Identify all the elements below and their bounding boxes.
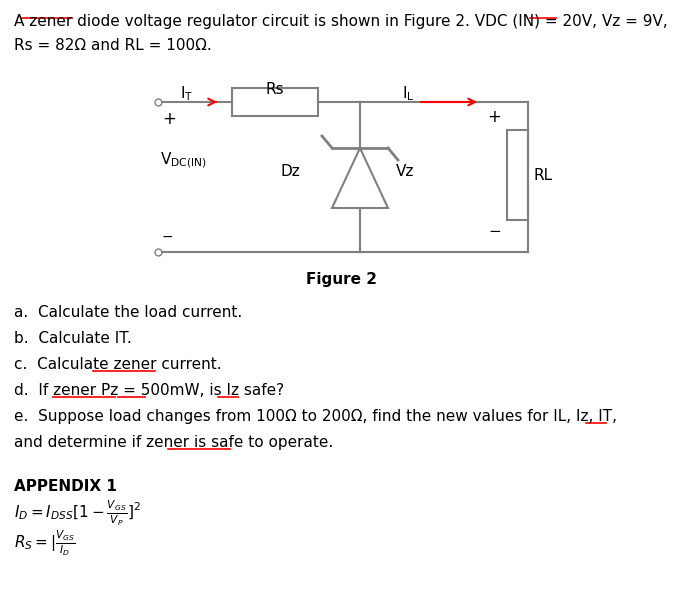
Text: Figure 2: Figure 2 — [306, 272, 377, 287]
Text: +: + — [487, 108, 501, 126]
Text: e.  Suppose load changes from 100Ω to 200Ω, find the new values for IL, Iz, IT,: e. Suppose load changes from 100Ω to 200… — [14, 409, 617, 424]
Text: RL: RL — [534, 167, 553, 182]
Text: Rs = 82Ω and RL = 100Ω.: Rs = 82Ω and RL = 100Ω. — [14, 38, 212, 53]
Text: +: + — [162, 110, 176, 128]
Text: c.  Calculate zener current.: c. Calculate zener current. — [14, 357, 222, 372]
Text: and determine if zener is safe to operate.: and determine if zener is safe to operat… — [14, 435, 333, 450]
Text: b.  Calculate IT.: b. Calculate IT. — [14, 331, 132, 346]
Text: Dz: Dz — [280, 164, 300, 179]
Text: I$_{\mathregular{T}}$: I$_{\mathregular{T}}$ — [180, 84, 193, 103]
Polygon shape — [332, 148, 388, 208]
Text: V$_{\mathregular{DC(IN)}}$: V$_{\mathregular{DC(IN)}}$ — [160, 150, 207, 170]
Text: A zener diode voltage regulator circuit is shown in Figure 2. VDC (IN) = 20V, Vz: A zener diode voltage regulator circuit … — [14, 14, 668, 29]
Text: I$_{\mathregular{L}}$: I$_{\mathregular{L}}$ — [402, 84, 414, 103]
Text: Rs: Rs — [266, 82, 284, 97]
Text: −: − — [162, 230, 173, 244]
Text: $R_S = |\frac{V_{GS}}{I_D}$: $R_S = |\frac{V_{GS}}{I_D}$ — [14, 529, 76, 558]
Text: Vz: Vz — [396, 164, 414, 179]
Text: a.  Calculate the load current.: a. Calculate the load current. — [14, 305, 242, 320]
Bar — [507, 130, 528, 220]
Text: $I_D = I_{DSS}[1 - \frac{V_{GS}}{V_P}]^2$: $I_D = I_{DSS}[1 - \frac{V_{GS}}{V_P}]^2… — [14, 499, 141, 528]
Text: d.  If zener Pz = 500mW, is Iz safe?: d. If zener Pz = 500mW, is Iz safe? — [14, 383, 284, 398]
Text: APPENDIX 1: APPENDIX 1 — [14, 479, 117, 494]
Bar — [232, 88, 318, 116]
Text: −: − — [488, 224, 501, 239]
